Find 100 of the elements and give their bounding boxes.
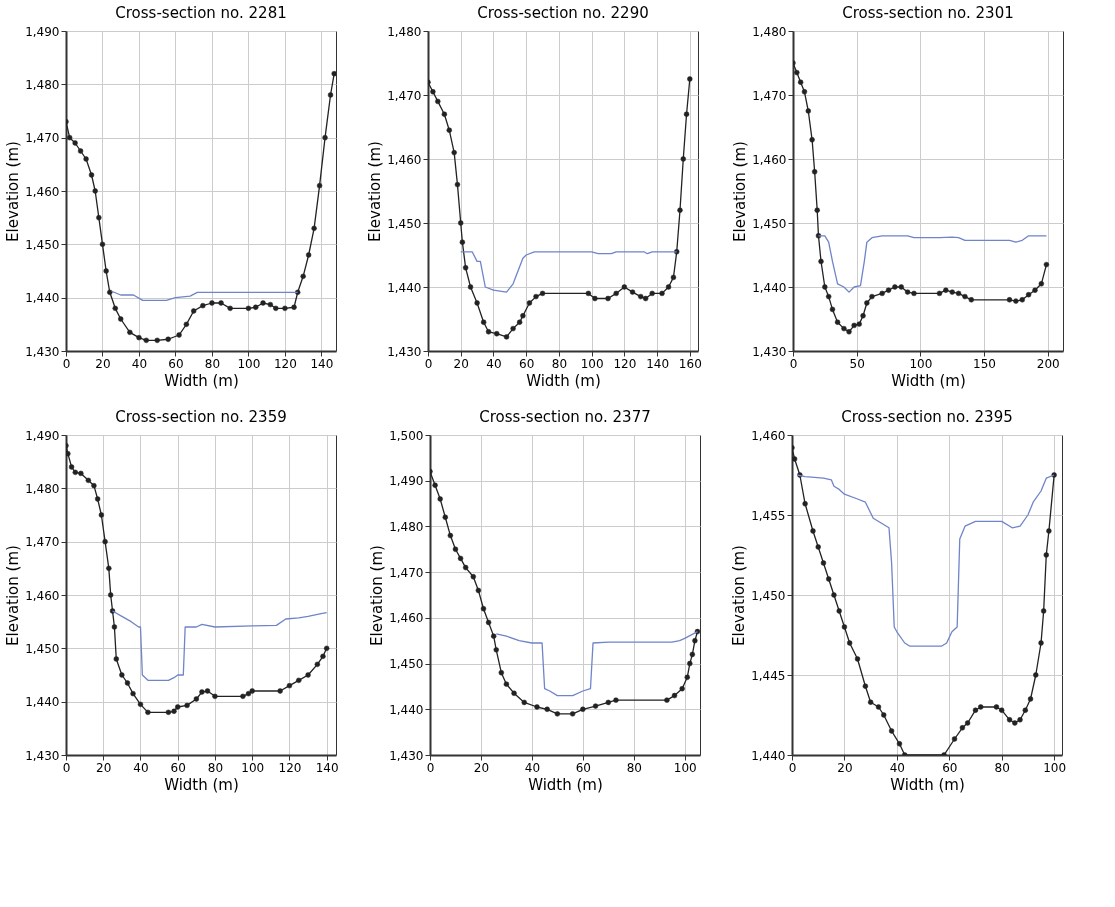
point (435, 98, 441, 105)
point (176, 332, 182, 338)
point (649, 290, 655, 297)
point (687, 76, 693, 82)
x-tick-label: 100 (237, 356, 261, 371)
point (305, 672, 311, 678)
point (145, 709, 151, 716)
point (613, 290, 619, 297)
point (683, 111, 690, 117)
point (316, 182, 323, 189)
x-axis-title: Width (m) (526, 371, 601, 390)
chart-title: Cross-section no. 2359 (115, 408, 287, 426)
point (1017, 717, 1023, 723)
y-tick-label: 1,455 (751, 508, 786, 523)
point (585, 290, 592, 297)
x-tick-label: 60 (519, 356, 535, 371)
point (801, 89, 808, 95)
x-tick-label: 60 (575, 760, 591, 775)
x-tick-label: 100 (673, 760, 697, 775)
point (815, 233, 822, 239)
x-tick-label: 60 (170, 760, 186, 775)
line-series (460, 251, 678, 293)
y-axis-title: Elevation (m) (731, 141, 750, 242)
x-tick-label: 140 (315, 760, 339, 775)
point (851, 322, 857, 329)
y-tick-label: 1,430 (387, 344, 422, 359)
point (503, 681, 510, 687)
x-tick-label: 100 (580, 356, 604, 371)
point (107, 289, 113, 296)
x-axis-title: Width (m) (164, 371, 239, 390)
point (862, 683, 869, 689)
x-tick-label: 40 (524, 760, 541, 775)
x-tick-label: 40 (131, 356, 148, 371)
x-tick-label: 140 (646, 356, 670, 371)
point (978, 704, 984, 710)
point (671, 692, 678, 699)
point (621, 284, 628, 290)
point (72, 140, 78, 146)
point (677, 207, 683, 213)
x-tick-label: 100 (241, 760, 265, 775)
point (692, 638, 698, 644)
point (127, 329, 133, 336)
point (569, 711, 576, 717)
point (904, 289, 911, 295)
point (670, 274, 677, 281)
point (452, 546, 459, 552)
point (475, 587, 482, 594)
y-tick-label: 1,440 (25, 695, 60, 710)
point (797, 472, 803, 478)
point (1013, 298, 1019, 304)
point (218, 300, 224, 306)
y-tick-label: 1,430 (25, 344, 60, 359)
point (240, 693, 246, 700)
point (797, 79, 804, 85)
point (892, 284, 898, 290)
point (1025, 291, 1032, 298)
point (462, 265, 469, 271)
point (94, 496, 101, 502)
point (253, 304, 259, 310)
y-tick-label: 1,470 (752, 88, 787, 103)
y-tick-label: 1,460 (751, 428, 786, 443)
point (260, 300, 266, 306)
x-tick-label: 0 (788, 760, 797, 775)
x-tick-label: 20 (453, 356, 469, 371)
point (480, 606, 487, 612)
point (432, 482, 438, 488)
point (815, 544, 821, 550)
point (875, 704, 882, 710)
x-tick-label: 0 (789, 356, 798, 371)
y-tick-label: 1,450 (389, 657, 424, 672)
point (485, 619, 492, 626)
point (1051, 472, 1057, 478)
point (124, 680, 131, 686)
point (510, 325, 516, 332)
point (92, 188, 98, 194)
point (323, 645, 330, 652)
point (959, 725, 966, 731)
point (580, 706, 586, 712)
point (191, 308, 197, 314)
point (869, 293, 875, 300)
point (811, 169, 818, 175)
point (867, 699, 874, 705)
point (119, 672, 125, 678)
point (165, 709, 172, 716)
point (814, 207, 820, 213)
point (809, 137, 815, 143)
y-axis-title: Elevation (m) (368, 545, 387, 646)
point (331, 70, 336, 77)
point (98, 512, 105, 518)
point (665, 284, 672, 290)
point (888, 728, 895, 734)
point (88, 172, 95, 178)
x-tick-label: 20 (473, 760, 490, 775)
point (296, 677, 302, 684)
x-tick-label: 150 (973, 356, 996, 371)
x-tick-label: 40 (133, 760, 149, 775)
point (860, 313, 866, 319)
point (245, 305, 252, 312)
point (470, 574, 476, 580)
y-tick-label: 1,430 (389, 748, 424, 763)
